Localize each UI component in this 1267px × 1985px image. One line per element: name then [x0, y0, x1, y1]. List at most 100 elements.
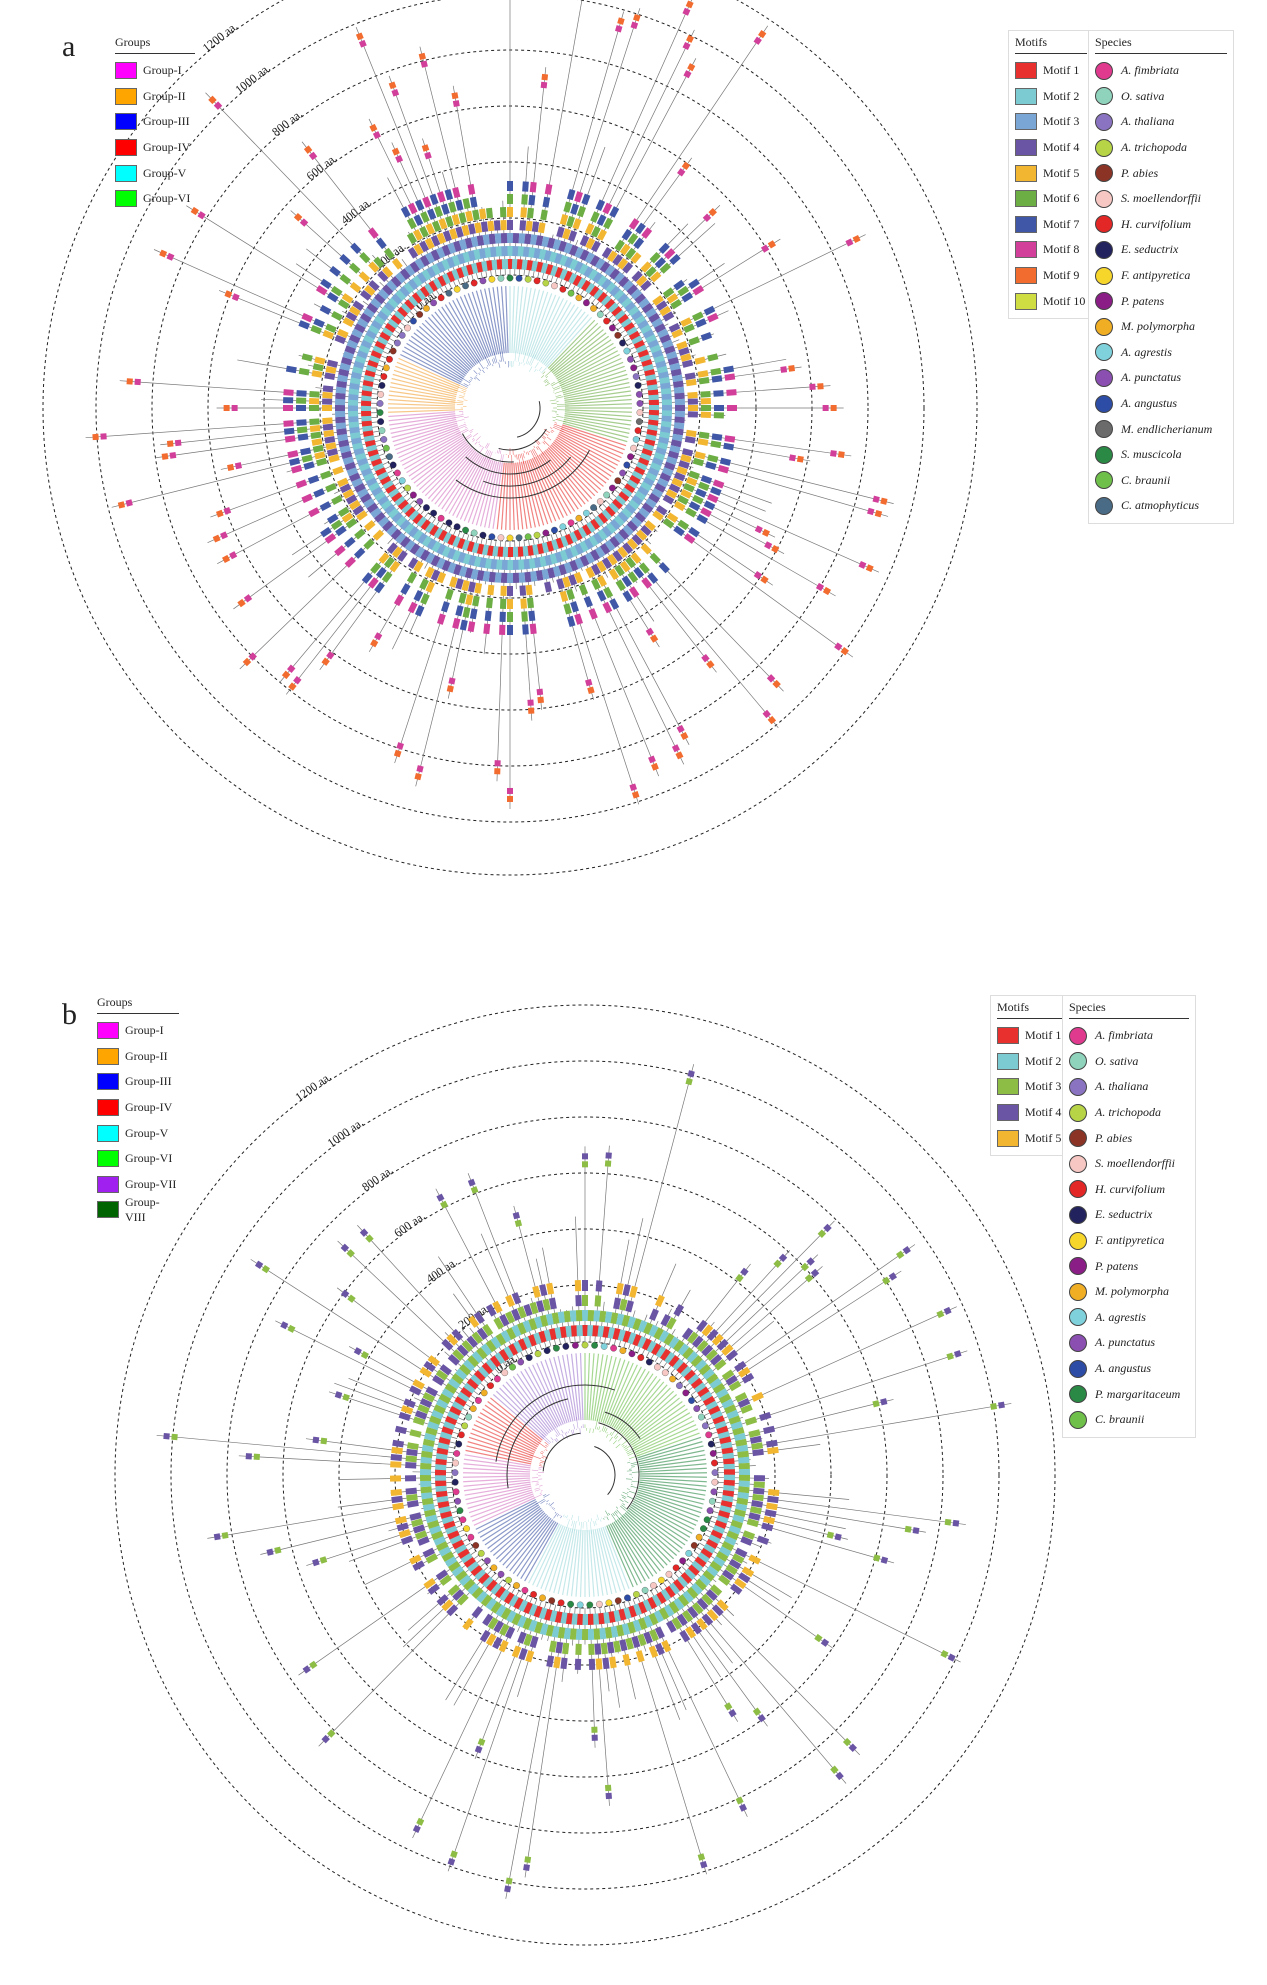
motif-block [459, 1574, 472, 1587]
motif-block [648, 1324, 659, 1338]
motif-block [592, 272, 604, 284]
taxon-label [518, 287, 532, 354]
motif-block [685, 378, 697, 387]
motif-block [511, 1645, 522, 1658]
motif-block [663, 1333, 675, 1346]
motif-block [517, 1338, 529, 1351]
motif-block [609, 598, 620, 610]
motif-block [428, 280, 439, 292]
motif-block [723, 1458, 735, 1466]
tree-branch [603, 1426, 606, 1432]
motif-block [614, 309, 627, 321]
species-label: H. curvifolium [1095, 1181, 1165, 1196]
motif-block [390, 275, 402, 288]
motif-block [325, 365, 337, 374]
taxon-label [463, 1475, 531, 1478]
motif-block [425, 1386, 439, 1397]
motif-block [637, 486, 649, 497]
group-swatch [97, 1073, 119, 1091]
motif-block [470, 1373, 483, 1386]
motif-block [658, 562, 670, 574]
tree-branch [534, 362, 539, 369]
motif-block [303, 145, 313, 154]
motif-block [166, 440, 174, 448]
motif-block [507, 625, 513, 635]
motif-block [349, 426, 360, 434]
motif-block [467, 1582, 480, 1595]
motif-block [439, 1574, 452, 1586]
tree-branch [492, 364, 494, 367]
species-dot [586, 1601, 594, 1609]
motif-block [718, 1546, 732, 1557]
motif-block [630, 252, 642, 264]
motif-block [266, 1548, 274, 1556]
motif-block [516, 1615, 527, 1628]
gene-line [716, 1403, 1012, 1454]
tree-branch [550, 431, 553, 433]
motif-block [723, 442, 735, 451]
motif-block [487, 1617, 499, 1630]
motif-block [566, 188, 576, 201]
motif-block [672, 427, 684, 436]
motif-block [672, 1358, 685, 1371]
motif-block [480, 221, 489, 233]
group-swatch [115, 164, 137, 182]
motif-block [630, 288, 643, 300]
motif-block [467, 581, 476, 593]
motif-block [701, 1613, 714, 1626]
species-dot [430, 509, 437, 517]
motif-block [659, 431, 671, 440]
motif-block [619, 1298, 628, 1311]
motif-block [569, 258, 579, 271]
motif-block [286, 664, 296, 673]
motif-block [471, 1351, 484, 1364]
taxon-label [500, 462, 507, 530]
motif-block [701, 653, 710, 663]
motif-block [761, 528, 771, 537]
tree-branch [626, 1488, 630, 1490]
motif-block [648, 1612, 659, 1626]
motif-block [585, 237, 596, 250]
group-legend-item: Group-I [115, 58, 195, 84]
species-dot [465, 1413, 472, 1421]
motif-block [496, 259, 504, 270]
motif-block [386, 524, 398, 536]
motif-block [604, 1160, 612, 1167]
motif-legend-item: Motif 7 [1015, 212, 1087, 238]
motif-block [568, 230, 578, 242]
motif-label: Motif 2 [1025, 1053, 1062, 1068]
motif-block [582, 1310, 588, 1321]
motif-block [688, 278, 700, 290]
motif-block [441, 1599, 454, 1612]
motif-block [946, 1352, 954, 1361]
motif-block [419, 1398, 433, 1409]
taxon-label [531, 296, 561, 358]
motif-block [716, 1515, 729, 1525]
motif-label: Motif 10 [1043, 293, 1086, 308]
motif-block [697, 1386, 710, 1398]
motif-block [645, 627, 654, 636]
motif-block [671, 328, 683, 339]
motif-block [752, 1707, 762, 1716]
tree-branch [609, 1432, 612, 1436]
motif-block [283, 427, 295, 435]
motif-block [627, 571, 639, 583]
species-dot [376, 400, 384, 407]
tree-branch [627, 1461, 631, 1464]
motif-block [441, 559, 451, 572]
motif-block [874, 509, 883, 518]
species-dot [497, 274, 505, 282]
tree-branch [475, 375, 478, 377]
species-label: P. abies [1121, 165, 1159, 180]
tree-branch [563, 1514, 565, 1517]
species-dot [497, 534, 505, 542]
motif-block [659, 305, 672, 317]
taxon-label [625, 1510, 678, 1556]
tree-branch [461, 390, 466, 393]
motif-block [533, 1605, 543, 1618]
motif-block [823, 1223, 832, 1233]
species-dot [661, 1369, 669, 1377]
motif-block [346, 1249, 355, 1258]
taxon-label [639, 1483, 706, 1496]
motif-block [356, 317, 369, 329]
